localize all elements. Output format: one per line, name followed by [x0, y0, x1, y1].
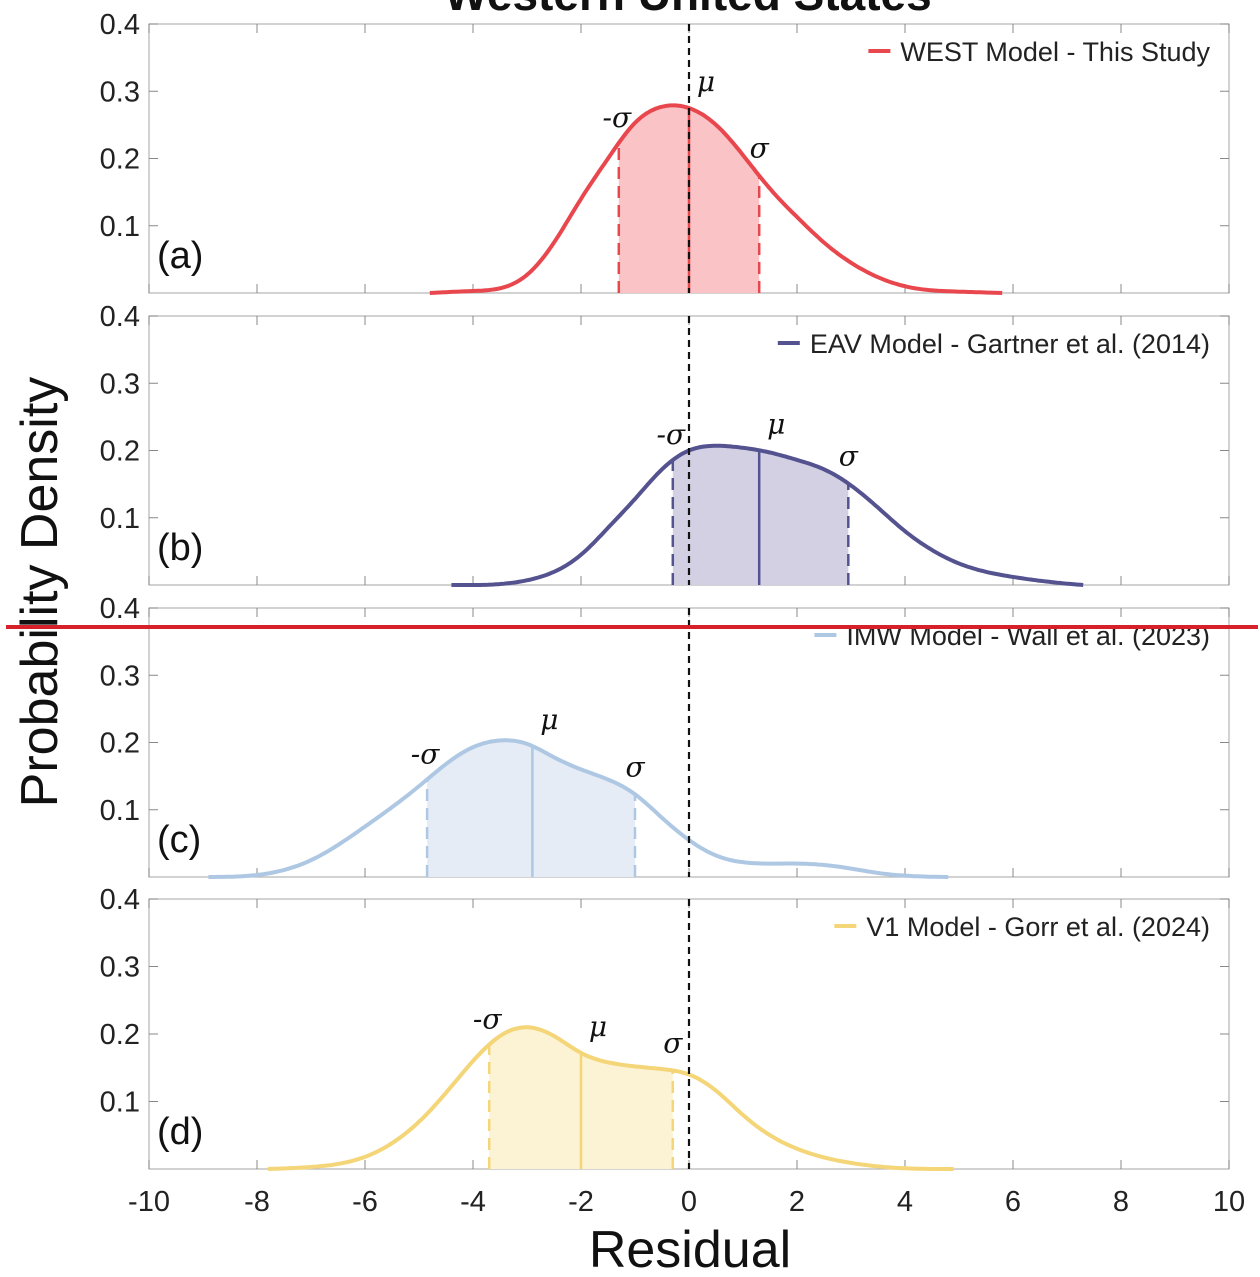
y-tick-label: 0.4 [100, 301, 140, 333]
minus-sigma-label: -σ [603, 101, 632, 134]
minus-sigma-label: -σ [657, 418, 686, 451]
y-tick-label: 0.4 [100, 593, 140, 625]
y-tick-label: 0.1 [100, 1087, 140, 1119]
y-tick-label: 0.2 [100, 144, 140, 176]
sigma-shaded-area [427, 740, 635, 877]
x-axis-tick-labels: -10 -8 -6 -4 -2 0 2 4 6 8 10 [128, 1186, 1245, 1218]
x-axis-label: Residual [589, 1221, 791, 1277]
legend-label: WEST Model - This Study [900, 37, 1210, 67]
y-tick-label: 0.3 [100, 368, 140, 400]
legend-label: EAV Model - Gartner et al. (2014) [810, 329, 1210, 359]
mu-label: μ [697, 65, 715, 98]
sigma-shaded-area [672, 445, 849, 585]
y-tick-label: 0.2 [100, 436, 140, 468]
density-curve [429, 103, 1003, 295]
x-tick-label: 6 [1005, 1186, 1021, 1218]
x-tick-label: 0 [681, 1186, 697, 1218]
x-tick-label: -4 [460, 1186, 486, 1218]
y-tick-label: 0.3 [100, 660, 140, 692]
sigma-label: σ [750, 132, 770, 165]
sigma-label: σ [839, 440, 859, 473]
panel-c: 0.10.20.30.4-σμσ(c)IMW Model - Wall et a… [100, 593, 1230, 879]
mu-label: μ [540, 703, 558, 736]
panel-label: (b) [157, 527, 203, 569]
y-tick-label: 0.1 [100, 795, 140, 827]
y-tick-label: 0.1 [100, 211, 140, 243]
panel-label: (a) [157, 235, 203, 277]
x-tick-label: -2 [568, 1186, 594, 1218]
panel-label: (d) [157, 1111, 203, 1153]
x-tick-label: -6 [352, 1186, 378, 1218]
y-tick-label: 0.2 [100, 728, 140, 760]
sigma-label: σ [625, 750, 645, 783]
minus-sigma-label: -σ [473, 1003, 502, 1036]
x-tick-label: -8 [244, 1186, 270, 1218]
chart-title: Western United States [444, 0, 931, 20]
density-curve [451, 443, 1084, 587]
y-tick-label: 0.4 [100, 884, 140, 916]
y-tick-label: 0.1 [100, 503, 140, 535]
density-curve [208, 738, 949, 879]
sigma-label: σ [663, 1026, 683, 1059]
y-tick-label: 0.4 [100, 9, 140, 41]
x-tick-label: 10 [1213, 1186, 1245, 1218]
x-tick-label: -10 [128, 1186, 170, 1218]
mu-label: μ [767, 407, 785, 440]
panel-b: 0.1 0.2 0.3 0.4 -σ μ σ (b) EAV Model - Gartner e… [100, 301, 1230, 587]
x-tick-label: 4 [897, 1186, 913, 1218]
x-tick-label: 2 [789, 1186, 805, 1218]
mu-label: μ [589, 1010, 607, 1043]
x-tick-label: 8 [1113, 1186, 1129, 1218]
legend-label: V1 Model - Gorr et al. (2024) [866, 912, 1210, 942]
panels: 0.1 0.2 0.3 0.4 -σ μ σ (a) WEST Model - This Stu… [100, 9, 1230, 1171]
y-axis-label: Probability Density [11, 377, 69, 808]
y-tick-label: 0.3 [100, 952, 140, 984]
y-tick-label: 0.3 [100, 76, 140, 108]
panel-label: (c) [157, 819, 201, 861]
minus-sigma-label: -σ [411, 737, 440, 770]
density-curve [267, 1025, 954, 1171]
panel-d: 0.1 0.2 0.3 0.4 -σ μ σ (d) V1 Model - Gorr et al… [100, 884, 1230, 1171]
y-tick-label: 0.2 [100, 1019, 140, 1051]
panel-a: 0.1 0.2 0.3 0.4 -σ μ σ (a) WEST Model - This Stu… [100, 9, 1230, 295]
